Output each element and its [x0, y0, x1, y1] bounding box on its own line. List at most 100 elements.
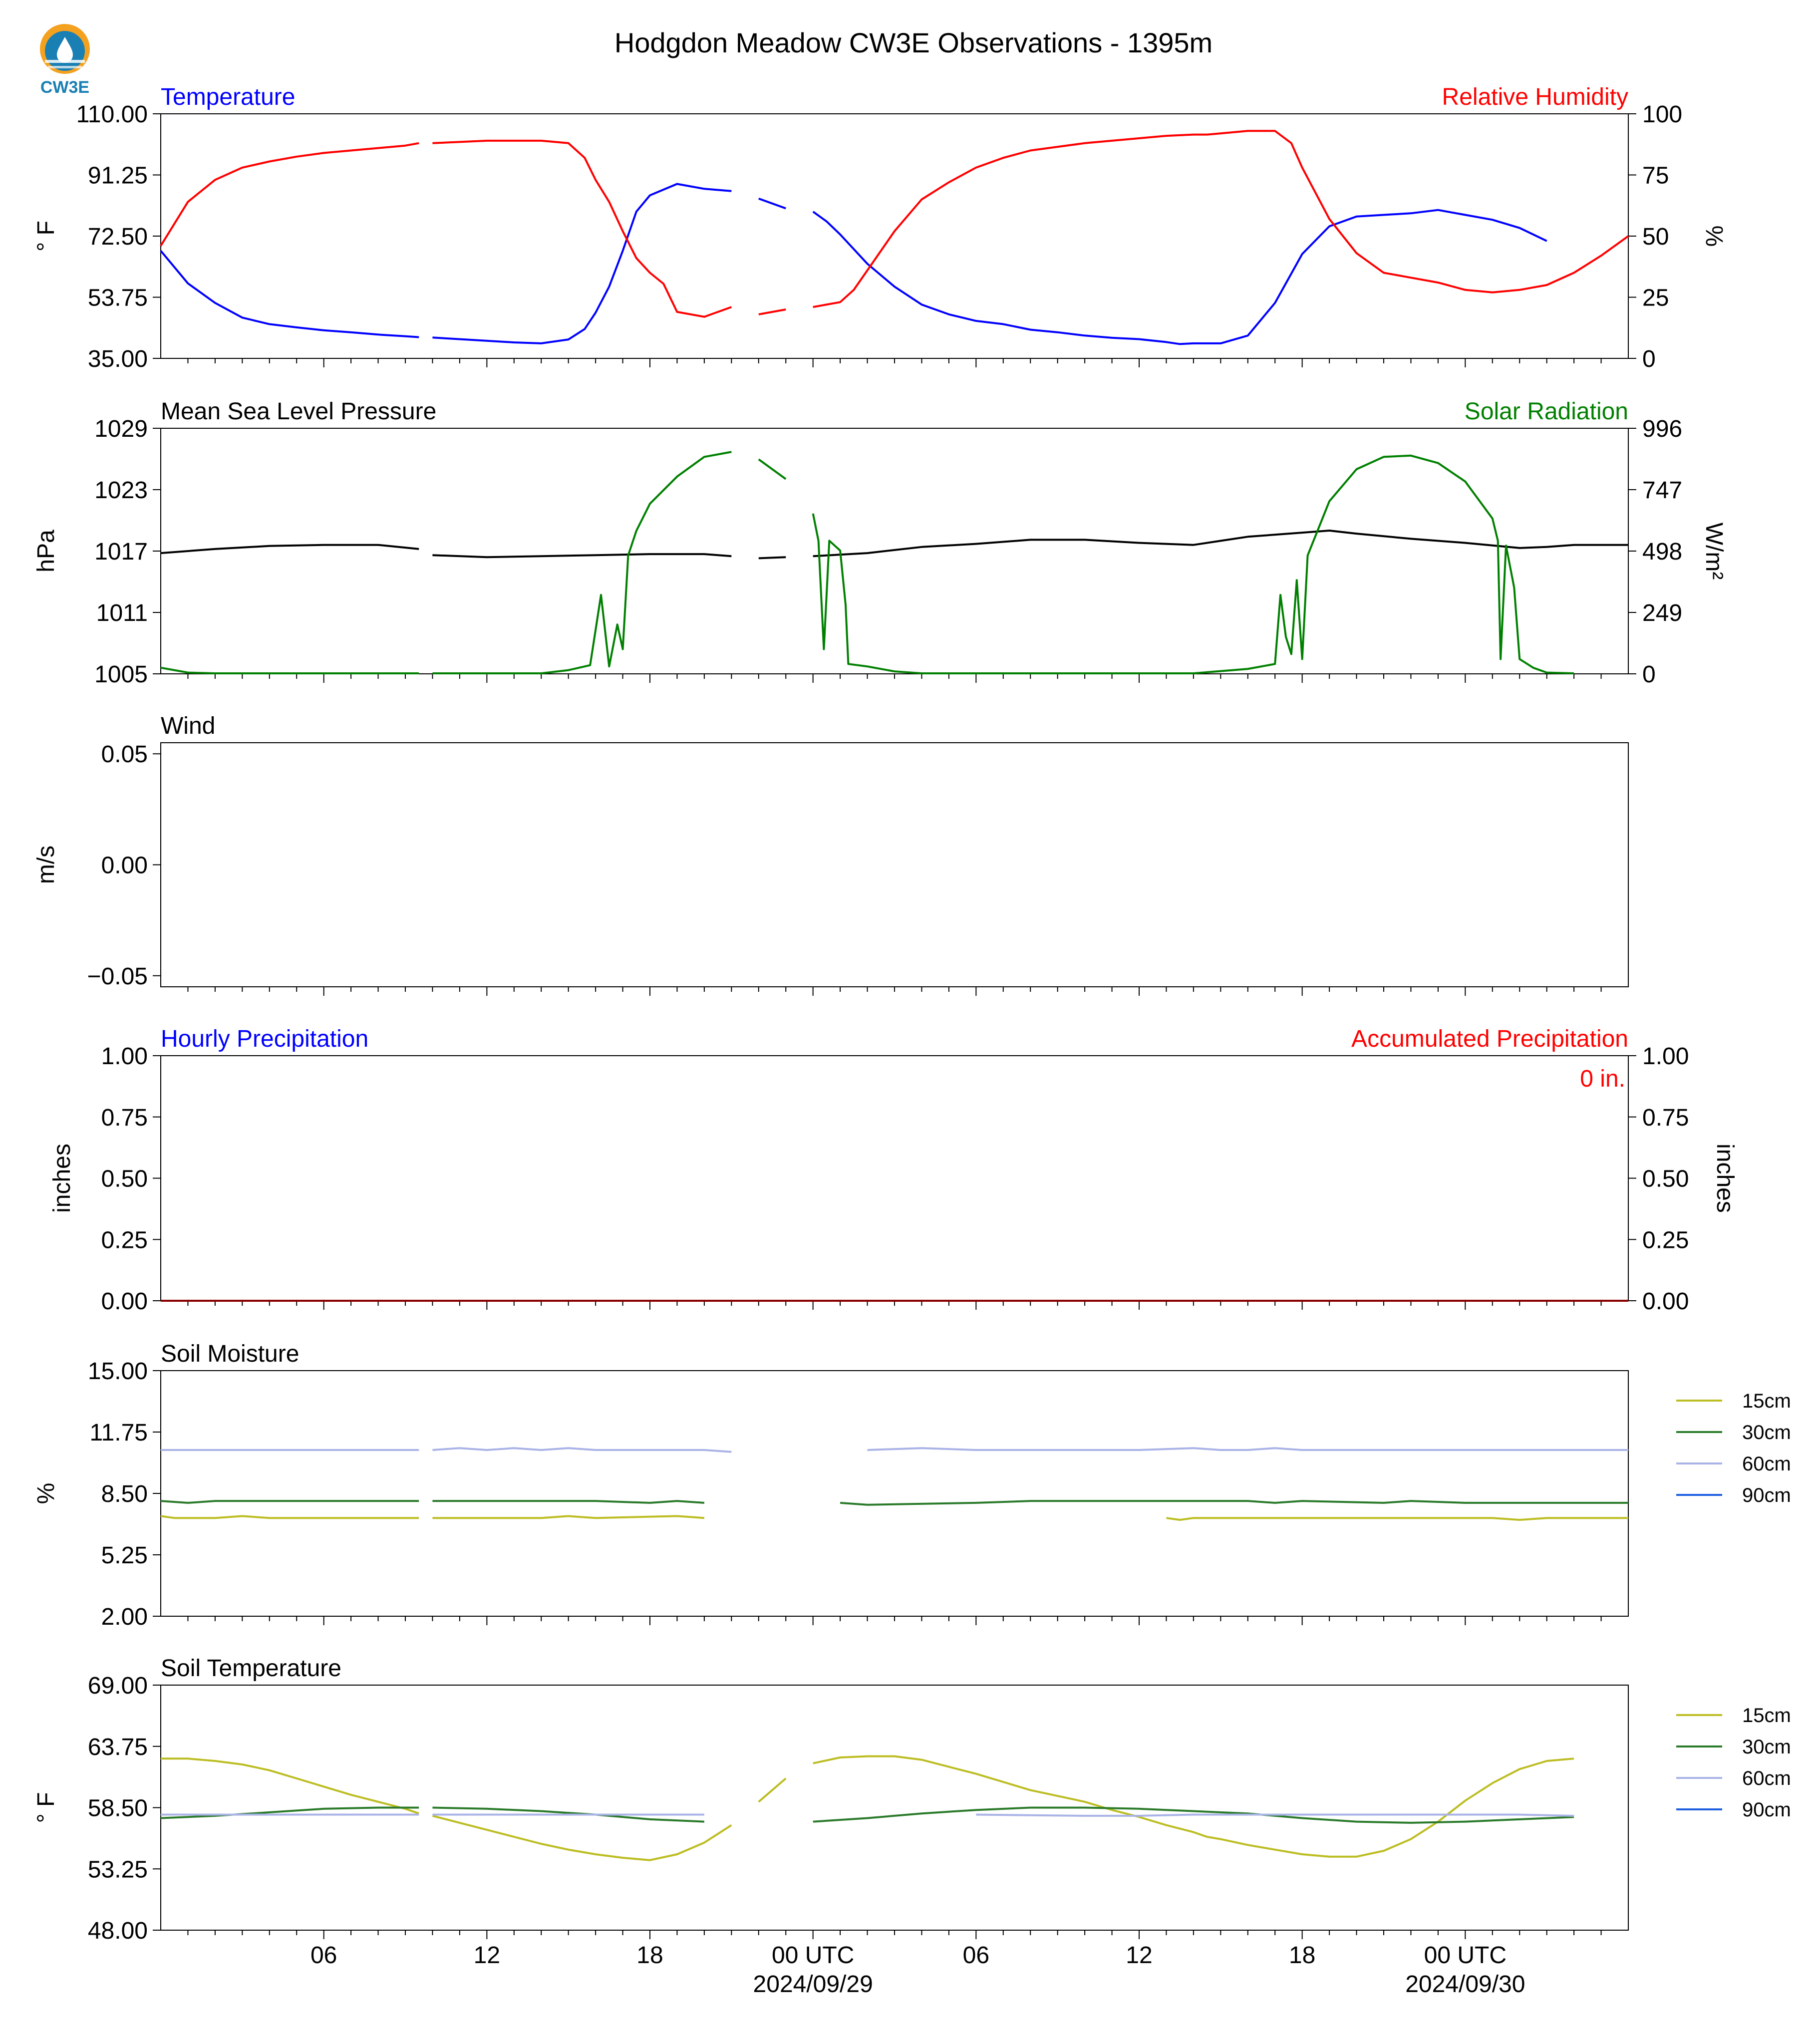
panel-precip	[153, 1055, 1636, 1310]
y-tick-label-right: 0	[1642, 346, 1656, 372]
y-tick-label-left: 11.75	[89, 1420, 148, 1446]
plot-frame	[160, 113, 1629, 359]
y-tick-label-right: 747	[1642, 477, 1682, 504]
x-tick-label: 00 UTC	[772, 1942, 854, 1969]
y-tick-label-right: 0.00	[1642, 1288, 1689, 1315]
panel-title-left: Wind	[161, 713, 215, 739]
legend-label-15cm: 15cm	[1742, 1705, 1791, 1727]
y-tick-label-left: 72.50	[88, 224, 148, 250]
series-line-pressure_solar-1	[160, 451, 1574, 674]
y-tick-label-right: 249	[1642, 600, 1682, 626]
y-tick-label-left: 63.75	[88, 1734, 148, 1760]
y-axis-label-left: %	[33, 1483, 59, 1504]
annotation-text: 0 in.	[1580, 1066, 1625, 1092]
series-line-60cm	[161, 1813, 1574, 1817]
y-tick-label-left: 1017	[94, 539, 148, 565]
y-tick-label-left: 1029	[94, 416, 148, 442]
series-line-pressure_solar-0	[160, 530, 1628, 560]
y-tick-label-left: 91.25	[88, 163, 148, 189]
y-tick-label-left: 0.25	[101, 1227, 148, 1253]
y-tick-label-left: 5.25	[101, 1542, 148, 1569]
y-tick-label-left: 0.00	[101, 853, 148, 879]
y-axis-label-right: %	[1701, 226, 1727, 247]
y-tick-label-left: 35.00	[88, 346, 148, 372]
y-tick-label-left: 1011	[96, 600, 148, 626]
y-tick-label-left: 0.00	[101, 1288, 148, 1315]
y-tick-label-left: 69.00	[88, 1673, 148, 1699]
panel-pressure_solar	[153, 428, 1636, 683]
y-tick-label-right: 50	[1642, 224, 1669, 250]
panel-title-left: Soil Temperature	[161, 1655, 341, 1682]
series-line-15cm	[160, 1515, 1628, 1521]
y-tick-label-right: 100	[1642, 101, 1682, 128]
panel-wind	[153, 742, 1629, 996]
series-line-temp_rh-0	[160, 183, 1547, 345]
y-tick-label-left: 58.50	[88, 1795, 148, 1822]
y-tick-label-right: 25	[1642, 285, 1669, 311]
y-tick-label-left: 48.00	[88, 1918, 148, 1944]
panel-soil_moisture	[153, 1370, 1722, 1625]
series-line-60cm	[161, 1447, 1628, 1453]
y-tick-label-left: 0.05	[101, 741, 148, 768]
y-axis-label-left: inches	[49, 1144, 75, 1213]
y-tick-label-left: 8.50	[101, 1481, 148, 1507]
y-tick-label-left: 1.00	[101, 1043, 148, 1070]
x-tick-label: 06	[310, 1942, 337, 1969]
panel-title-right: Accumulated Precipitation	[1351, 1026, 1628, 1052]
series-line-15cm	[161, 1755, 1574, 1861]
y-tick-label-right: 996	[1642, 416, 1682, 442]
y-axis-label-left: ° F	[33, 221, 59, 252]
x-tick-label: 18	[636, 1942, 663, 1969]
y-tick-label-right: 75	[1642, 163, 1669, 189]
y-axis-label-right: inches	[1712, 1144, 1738, 1213]
y-axis-label-right: W/m²	[1701, 523, 1727, 580]
y-tick-label-left: 53.75	[88, 285, 148, 311]
legend-label-30cm: 30cm	[1742, 1422, 1791, 1444]
plot-frame	[160, 1055, 1629, 1301]
series-line-temp_rh-1	[160, 130, 1629, 318]
series-line-30cm	[160, 1500, 1628, 1506]
legend-label-30cm: 30cm	[1742, 1736, 1791, 1758]
plot-frame	[160, 1370, 1629, 1617]
series-line-30cm	[160, 1806, 1574, 1824]
legend-label-15cm: 15cm	[1742, 1390, 1791, 1412]
x-tick-label: 18	[1289, 1942, 1315, 1969]
plot-frame	[160, 742, 1629, 987]
legend-label-60cm: 60cm	[1742, 1767, 1791, 1789]
y-tick-label-left: 15.00	[88, 1358, 148, 1385]
panel-title-right: Relative Humidity	[1442, 84, 1628, 110]
y-tick-label-left: 0.50	[101, 1166, 148, 1192]
y-tick-label-left: 1005	[94, 661, 148, 688]
panel-title-left: Temperature	[161, 84, 295, 110]
panel-title-right: Solar Radiation	[1465, 398, 1628, 425]
y-tick-label-right: 498	[1642, 539, 1682, 565]
y-tick-label-right: 0	[1642, 661, 1656, 688]
legend-label-90cm: 90cm	[1742, 1484, 1791, 1506]
y-tick-label-left: 53.25	[88, 1856, 148, 1883]
legend-label-60cm: 60cm	[1742, 1453, 1791, 1475]
legend-label-90cm: 90cm	[1742, 1799, 1791, 1821]
x-date-label: 2024/09/29	[753, 1971, 873, 1998]
panel-soil_temperature	[153, 1685, 1722, 1939]
x-tick-label: 06	[963, 1942, 989, 1969]
y-tick-label-right: 0.75	[1642, 1105, 1689, 1131]
panel-temp_rh	[153, 113, 1636, 367]
panel-title-left: Soil Moisture	[161, 1341, 299, 1367]
y-axis-label-left: hPa	[33, 530, 59, 573]
chart-title: Hodgdon Meadow CW3E Observations - 1395m	[614, 27, 1213, 58]
x-date-label: 2024/09/30	[1405, 1971, 1525, 1998]
x-tick-label: 12	[474, 1942, 500, 1969]
y-tick-label-left: 0.75	[101, 1105, 148, 1131]
y-tick-label-left: −0.05	[87, 963, 148, 990]
panel-title-left: Hourly Precipitation	[161, 1026, 368, 1052]
y-tick-label-left: 110.00	[76, 101, 148, 128]
y-tick-label-right: 0.50	[1642, 1166, 1689, 1192]
y-axis-label-left: m/s	[33, 846, 59, 884]
y-axis-label-left: ° F	[33, 1792, 59, 1823]
panel-title-left: Mean Sea Level Pressure	[161, 398, 436, 425]
cw3e-logo: CW3E	[30, 18, 100, 98]
x-tick-label: 00 UTC	[1424, 1942, 1507, 1969]
y-tick-label-left: 2.00	[101, 1604, 148, 1630]
y-tick-label-right: 0.25	[1642, 1227, 1689, 1253]
